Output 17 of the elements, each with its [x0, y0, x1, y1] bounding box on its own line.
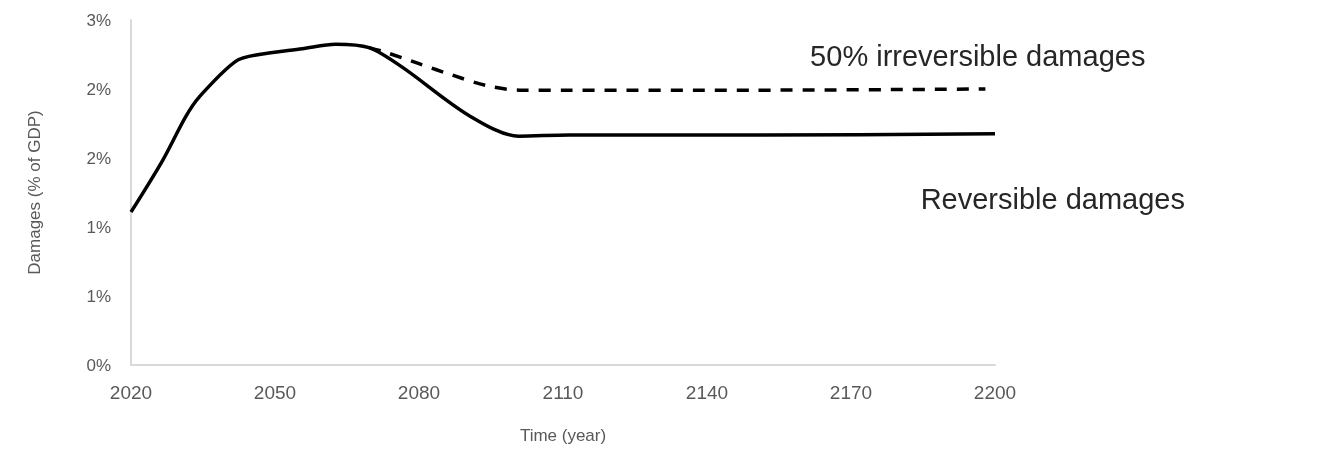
y-tick-label: 1%: [86, 217, 111, 237]
x-tick-label: 2170: [829, 382, 873, 403]
x-tick-label: 2200: [973, 382, 1017, 403]
x-tick-label: 2140: [685, 382, 729, 403]
y-tick-label: 3%: [86, 10, 111, 30]
x-tick-label: 2020: [109, 382, 153, 403]
y-tick-label: 2%: [86, 79, 111, 99]
x-axis-title: Time (year): [519, 426, 607, 445]
y-axis-title: Damages (% of GDP): [25, 110, 44, 275]
x-tick-label: 2050: [253, 382, 297, 403]
x-tick-label: 2110: [542, 382, 584, 403]
y-tick-label: 2%: [86, 148, 111, 168]
y-tick-label: 1%: [86, 286, 111, 306]
x-tick-label: 2080: [397, 382, 441, 403]
series-label: 50% irreversible damages: [810, 39, 1146, 72]
y-tick-label: 0%: [86, 355, 111, 375]
series-label: Reversible damages: [920, 183, 1185, 216]
